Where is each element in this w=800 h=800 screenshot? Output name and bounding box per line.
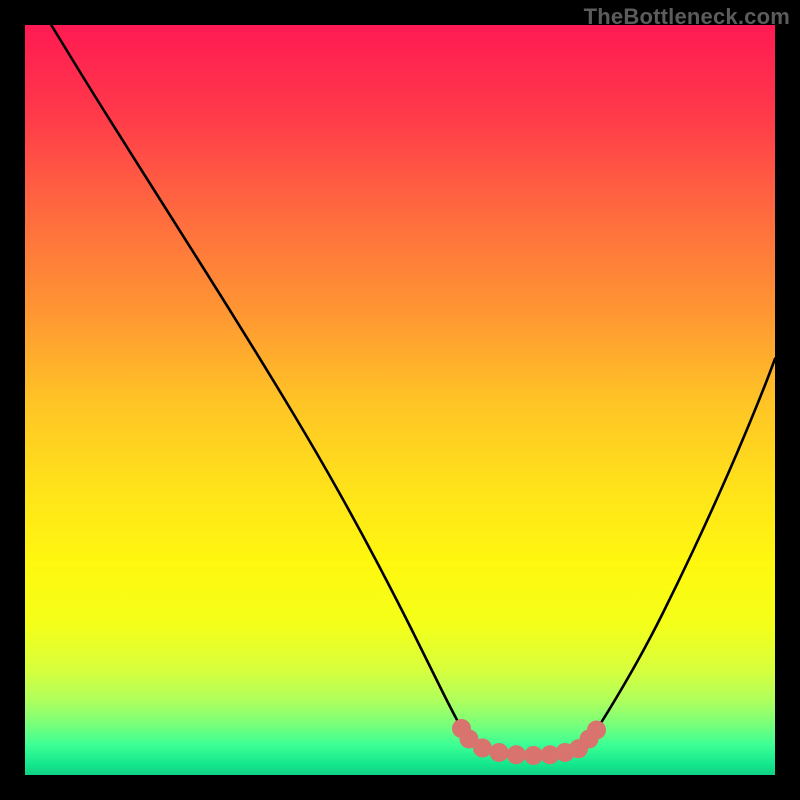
chart-svg (25, 25, 775, 775)
marker-dot (587, 721, 606, 740)
gradient-background (25, 25, 775, 775)
marker-dot (473, 739, 492, 758)
marker-dot (490, 743, 509, 762)
marker-dot (524, 746, 543, 765)
plot-area (25, 25, 775, 775)
marker-dot (507, 745, 526, 764)
chart-frame: TheBottleneck.com (0, 0, 800, 800)
